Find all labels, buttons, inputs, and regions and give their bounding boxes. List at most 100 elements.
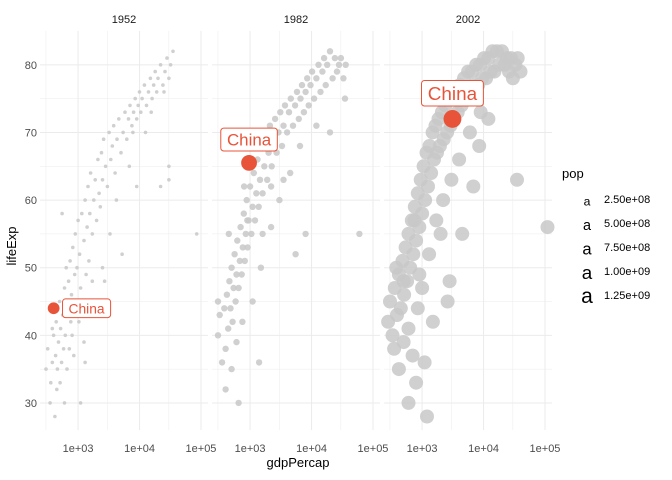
data-point [466, 179, 481, 194]
data-point [433, 226, 448, 241]
data-point [65, 367, 69, 371]
data-point [45, 347, 50, 351]
data-point [109, 157, 113, 162]
data-point [158, 63, 163, 67]
legend-entry-label: 1.00e+09 [604, 266, 650, 278]
data-point [418, 193, 433, 208]
data-point [216, 311, 223, 319]
data-point [83, 360, 87, 365]
data-point [417, 355, 432, 370]
data-point [64, 265, 68, 270]
x-tick-label: 1e+03 [407, 443, 438, 455]
data-point [280, 122, 287, 129]
data-point [134, 117, 139, 121]
data-point [225, 325, 232, 332]
data-point [277, 109, 284, 116]
data-point [238, 271, 245, 278]
data-point [87, 259, 91, 263]
data-point [54, 320, 58, 324]
data-point [243, 196, 250, 204]
highlight-point-china [47, 302, 60, 315]
data-points [214, 48, 363, 407]
x-tick-label: 1e+05 [186, 443, 217, 455]
data-point [105, 184, 110, 189]
data-point [222, 386, 229, 393]
data-point [230, 284, 237, 292]
data-point [455, 226, 470, 241]
data-point [115, 137, 119, 141]
data-point [100, 178, 105, 182]
data-point [302, 230, 309, 238]
data-point [333, 68, 341, 75]
x-tick-label: 1e+03 [63, 443, 94, 455]
data-point [49, 380, 53, 385]
data-point [82, 238, 86, 243]
data-point [48, 401, 52, 405]
facet-panel-1982: 1982 1e+03 1e+04 1e+05 China [212, 14, 388, 455]
data-point [393, 301, 408, 316]
data-point [296, 142, 304, 150]
data-point [246, 183, 254, 190]
legend-key-glyph: a [581, 285, 593, 308]
data-point [401, 321, 416, 336]
data-point [114, 198, 119, 202]
data-point [257, 264, 265, 271]
data-point [389, 260, 404, 275]
data-point [396, 274, 411, 289]
data-point [67, 347, 72, 351]
y-tick-label: 40 [25, 330, 37, 342]
data-point [285, 109, 293, 116]
data-point [444, 172, 459, 187]
data-point [255, 203, 262, 210]
data-point [283, 129, 291, 136]
data-point [90, 279, 95, 284]
label-text: China [227, 131, 272, 150]
data-point [86, 184, 90, 189]
data-point [298, 81, 306, 89]
data-point [406, 247, 421, 262]
data-point [136, 103, 140, 108]
x-tick-label: 1e+04 [124, 443, 155, 455]
data-point [235, 284, 242, 292]
legend-entry-label: 1.25e+09 [604, 290, 650, 302]
data-point [167, 164, 171, 169]
data-point [259, 190, 266, 197]
data-point [383, 294, 397, 309]
data-point [267, 223, 275, 231]
data-point [130, 123, 134, 128]
data-point [134, 184, 139, 189]
data-point [421, 179, 435, 194]
data-point [162, 90, 166, 94]
data-point [249, 203, 256, 210]
data-point [72, 353, 76, 358]
data-point [168, 63, 173, 67]
data-point [72, 272, 77, 277]
data-point [236, 257, 243, 265]
data-point [289, 122, 297, 129]
data-point [57, 299, 62, 304]
data-point [73, 232, 78, 236]
highlight-label: China [220, 127, 278, 152]
label-box [220, 127, 278, 152]
data-point [171, 49, 175, 54]
y-tick-label: 70 [25, 127, 37, 139]
label-box [62, 298, 112, 319]
highlight-point-china [241, 154, 257, 171]
data-point [78, 401, 83, 405]
data-point [317, 88, 324, 96]
data-point [225, 230, 232, 238]
data-point [221, 305, 228, 312]
data-point [391, 362, 406, 377]
data-point [142, 83, 147, 87]
data-point [240, 210, 247, 217]
data-point [165, 56, 169, 60]
data-point [271, 115, 279, 123]
legend-key-glyph: a [583, 218, 591, 234]
data-point [241, 257, 248, 265]
x-axis-title: gdpPercap [267, 455, 330, 470]
facet-strip-label: 1982 [284, 14, 308, 26]
data-point [153, 69, 157, 74]
data-point [420, 409, 434, 424]
data-point [58, 326, 63, 331]
facet-panel-1952: 1952 1e+03 1e+04 1e+05 China [40, 14, 216, 455]
